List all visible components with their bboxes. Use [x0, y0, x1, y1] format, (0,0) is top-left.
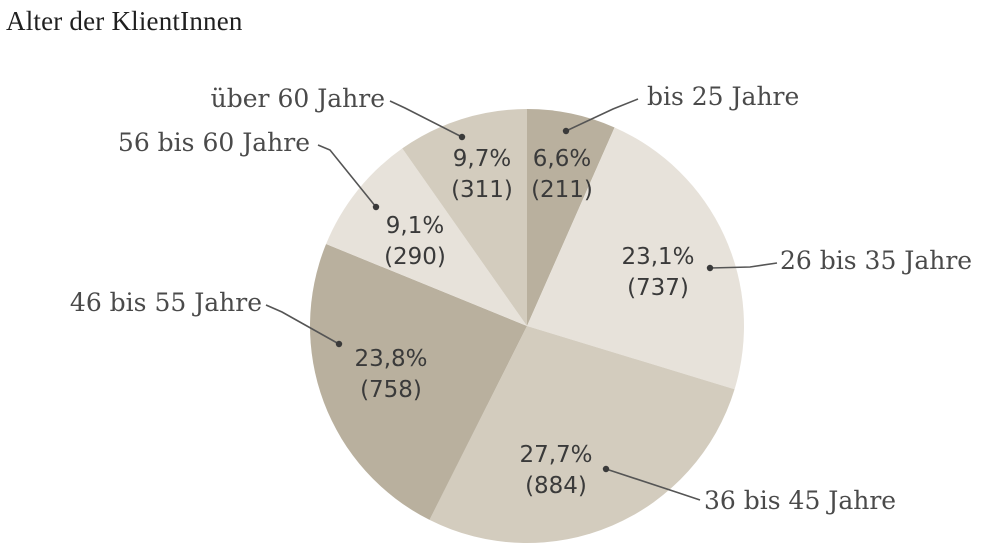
percent-label-5: 9,1%	[386, 213, 444, 239]
leader-line-1	[565, 98, 639, 132]
pie-slice-2	[527, 127, 744, 390]
category-label-5: 56 bis 60 Jahre	[118, 128, 310, 157]
percent-label-1: 6,6%	[533, 146, 591, 172]
leader-dot-5	[372, 203, 380, 211]
category-label-1: bis 25 Jahre	[647, 82, 799, 111]
category-label-3: 36 bis 45 Jahre	[704, 486, 896, 515]
pie-slice-1	[527, 109, 615, 326]
category-label-4: 46 bis 55 Jahre	[70, 288, 262, 317]
count-label-6: (311)	[451, 177, 513, 203]
leader-line-6	[389, 100, 463, 138]
count-label-2: (737)	[627, 275, 689, 301]
chart-title: Alter der KlientInnen	[6, 6, 243, 36]
leader-dot-4	[335, 340, 343, 348]
leader-line-2	[709, 262, 778, 269]
pie-slice-6	[402, 109, 527, 326]
pie-slice-4	[309, 244, 527, 520]
percent-label-4: 23,8%	[354, 346, 427, 372]
leader-line-4	[265, 304, 340, 345]
category-label-2: 26 bis 35 Jahre	[780, 246, 972, 275]
percent-label-3: 27,7%	[519, 442, 592, 468]
leader-dot-6	[458, 133, 466, 141]
count-label-1: (211)	[531, 177, 593, 203]
category-label-6: über 60 Jahre	[211, 84, 385, 113]
leader-dot-1	[562, 127, 570, 135]
leader-dot-2	[706, 264, 714, 272]
pie-slice-3	[429, 326, 735, 543]
pie-slice-5	[326, 148, 527, 326]
count-label-5: (290)	[384, 244, 446, 270]
leader-line-3	[605, 468, 701, 501]
count-label-3: (884)	[525, 473, 587, 499]
count-label-4: (758)	[360, 377, 422, 403]
leader-dot-3	[602, 465, 610, 473]
leader-line-5	[317, 144, 377, 208]
percent-label-6: 9,7%	[453, 146, 511, 172]
percent-label-2: 23,1%	[621, 244, 694, 270]
